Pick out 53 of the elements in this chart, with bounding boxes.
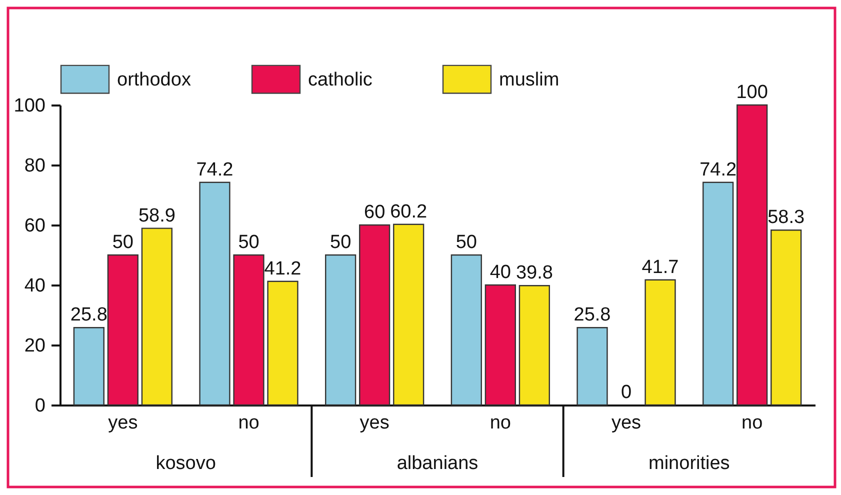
data-label: 50 [112, 232, 134, 253]
y-tick-label: 100 [14, 96, 46, 116]
data-label: 39.8 [516, 262, 553, 284]
bar [702, 182, 734, 406]
x-tick-label: yes [360, 412, 390, 434]
legend-label: catholic [308, 69, 372, 90]
bar [107, 254, 138, 406]
x-tick-label: yes [611, 412, 642, 434]
y-tick-label: 0 [34, 396, 46, 416]
legend-label: orthodox [117, 69, 192, 90]
bar [199, 182, 230, 406]
text: albanians [396, 453, 478, 474]
data-label: 74.2 [196, 159, 234, 180]
bar [576, 327, 608, 406]
data-label: 50 [456, 232, 477, 253]
x-tick-label: no [238, 412, 260, 434]
data-label: 50 [330, 232, 352, 253]
data-label: 100 [736, 82, 768, 103]
bar [233, 254, 264, 406]
x-tick-label: yes [108, 412, 138, 434]
data-label: 60.2 [390, 201, 428, 222]
bar [518, 285, 550, 406]
legend-label: muslim [499, 69, 560, 90]
data-label: 58.3 [768, 207, 805, 228]
data-label: 40 [490, 262, 511, 283]
y-tick-label: 60 [24, 216, 46, 236]
data-label: 25.8 [574, 304, 611, 326]
bar [450, 254, 482, 406]
data-label: 60 [364, 202, 386, 223]
y-tick-label: 40 [24, 276, 46, 296]
x-tick-label: no [490, 412, 511, 434]
bar [267, 280, 298, 406]
bar [644, 279, 676, 406]
bar [325, 254, 356, 406]
y-tick-label: 20 [24, 336, 46, 356]
bar [141, 228, 172, 406]
bar [359, 224, 390, 406]
data-label: 41.2 [264, 258, 302, 280]
x-tick-label: no [742, 412, 763, 434]
data-label: 41.7 [642, 256, 679, 278]
bar [770, 230, 802, 406]
data-label: 0 [620, 382, 632, 403]
text: minorities [648, 453, 730, 474]
data-label: 74.2 [700, 159, 737, 180]
text: kosovo [156, 453, 216, 474]
bar [736, 104, 768, 406]
data-label: 50 [238, 232, 260, 253]
bar [484, 284, 516, 406]
data-label: 25.8 [70, 304, 108, 326]
data-label: 58.9 [138, 205, 176, 226]
bar [393, 224, 424, 406]
bar [73, 327, 104, 406]
y-tick-label: 80 [24, 156, 46, 176]
